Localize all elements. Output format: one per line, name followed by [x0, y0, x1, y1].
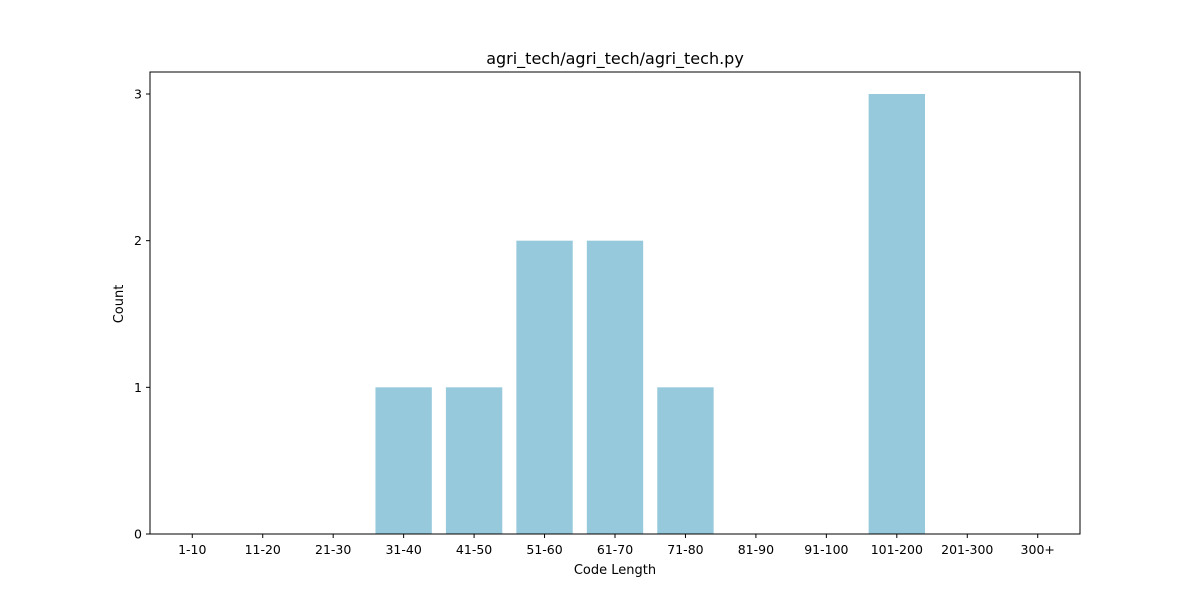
y-axis-label: Count	[112, 285, 127, 324]
y-axis-ticks: 0 1 2 3	[134, 87, 150, 542]
x-tick-label: 71-80	[667, 542, 703, 557]
y-tick-label: 1	[134, 380, 142, 395]
x-axis-ticks: 1-10 11-20 21-30 31-40 41-50 51-60 61-70 71-80 8…	[178, 534, 1055, 557]
plot-frame	[149, 71, 1081, 535]
x-tick-label: 21-30	[315, 542, 351, 557]
x-tick-label: 11-20	[245, 542, 281, 557]
y-tick-label: 3	[134, 87, 142, 102]
bar-41-50	[445, 387, 503, 534]
x-tick-label: 31-40	[385, 542, 421, 557]
x-tick-label: 300+	[1021, 542, 1055, 557]
x-tick-label: 101-200	[871, 542, 923, 557]
y-tick-label: 0	[134, 527, 142, 542]
bar-101-200	[868, 94, 925, 534]
x-tick-label: 91-100	[804, 542, 848, 557]
x-tick-label: 61-70	[597, 542, 633, 557]
x-axis-label: Code Length	[574, 563, 656, 578]
x-tick-label: 1-10	[178, 542, 206, 557]
bar-31-40	[375, 387, 432, 534]
y-tick-label: 2	[134, 233, 142, 248]
bar-51-60	[516, 240, 573, 534]
bars-group	[375, 94, 925, 534]
x-tick-label: 51-60	[526, 542, 562, 557]
chart-title: agri_tech/agri_tech/agri_tech.py	[486, 49, 744, 69]
x-tick-label: 41-50	[456, 542, 492, 557]
x-tick-label: 81-90	[738, 542, 774, 557]
bar-61-70	[586, 240, 644, 534]
x-tick-label: 201-300	[941, 542, 993, 557]
bar-71-80	[657, 387, 714, 534]
